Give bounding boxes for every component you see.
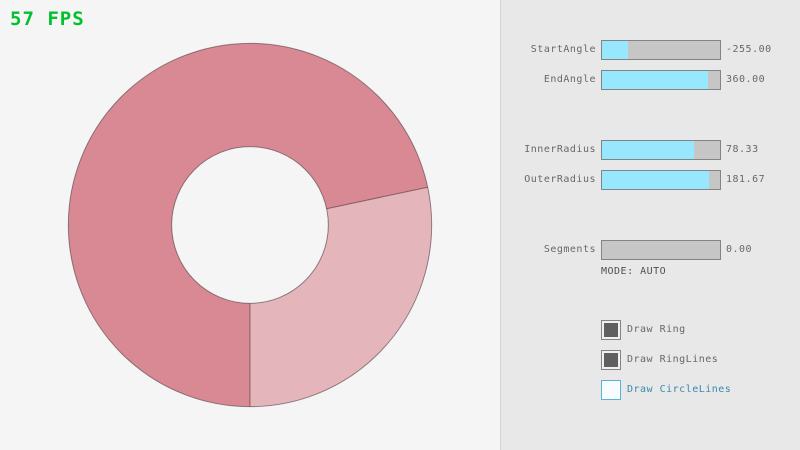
slider-row-innerradius: InnerRadius 78.33 bbox=[501, 140, 800, 160]
slider-label-startangle: StartAngle bbox=[530, 44, 596, 55]
ring-canvas: 57 FPS bbox=[10, 8, 433, 408]
slider-label-endangle: EndAngle bbox=[543, 74, 596, 85]
ring-outlines bbox=[67, 42, 433, 408]
slider-value-endangle: 360.00 bbox=[726, 74, 766, 85]
fps-counter: 57 FPS bbox=[10, 8, 85, 30]
ring-figure bbox=[67, 42, 433, 408]
slider-label-innerradius: InnerRadius bbox=[524, 144, 596, 155]
ring-outer-outline bbox=[67, 42, 433, 408]
checkbox-draw-circlelines[interactable]: Draw CircleLines bbox=[601, 380, 731, 400]
slider-segments[interactable] bbox=[601, 240, 721, 260]
checkbox-draw-ring[interactable]: Draw Ring bbox=[601, 320, 686, 340]
checkbox-box-icon[interactable] bbox=[601, 350, 621, 370]
slider-startangle-fill bbox=[602, 41, 628, 59]
slider-innerradius[interactable] bbox=[601, 140, 721, 160]
checkbox-box-icon[interactable] bbox=[601, 380, 621, 400]
ring-inner-outline bbox=[171, 146, 329, 304]
slider-row-endangle: EndAngle 360.00 bbox=[501, 70, 800, 90]
checkbox-box-icon[interactable] bbox=[601, 320, 621, 340]
checkbox-checkmark-icon bbox=[604, 323, 618, 337]
slider-value-startangle: -255.00 bbox=[726, 44, 772, 55]
slider-endangle-fill bbox=[602, 71, 709, 89]
slider-outerradius[interactable] bbox=[601, 170, 721, 190]
slider-innerradius-fill bbox=[602, 141, 695, 159]
slider-value-innerradius: 78.33 bbox=[726, 144, 759, 155]
ring-light-region bbox=[250, 187, 432, 407]
ring-seam-line-right bbox=[326, 186, 428, 210]
slider-row-outerradius: OuterRadius 181.67 bbox=[501, 170, 800, 190]
controls-panel: StartAngle -255.00 EndAngle 360.00 Inner… bbox=[500, 0, 800, 450]
checkbox-label-draw-ring: Draw Ring bbox=[627, 324, 686, 335]
mode-label: MODE: AUTO bbox=[601, 266, 667, 277]
checkbox-label-draw-circlelines: Draw CircleLines bbox=[627, 384, 732, 395]
checkbox-draw-ringlines[interactable]: Draw RingLines bbox=[601, 350, 718, 370]
slider-value-outerradius: 181.67 bbox=[726, 174, 766, 185]
slider-row-segments: Segments 0.00 bbox=[501, 240, 800, 260]
slider-value-segments: 0.00 bbox=[726, 244, 753, 255]
checkbox-checkmark-icon bbox=[604, 353, 618, 367]
slider-endangle[interactable] bbox=[601, 70, 721, 90]
slider-row-startangle: StartAngle -255.00 bbox=[501, 40, 800, 60]
slider-startangle[interactable] bbox=[601, 40, 721, 60]
slider-outerradius-fill bbox=[602, 171, 710, 189]
slider-label-segments: Segments bbox=[543, 244, 596, 255]
slider-label-outerradius: OuterRadius bbox=[524, 174, 596, 185]
checkbox-label-draw-ringlines: Draw RingLines bbox=[627, 354, 719, 365]
